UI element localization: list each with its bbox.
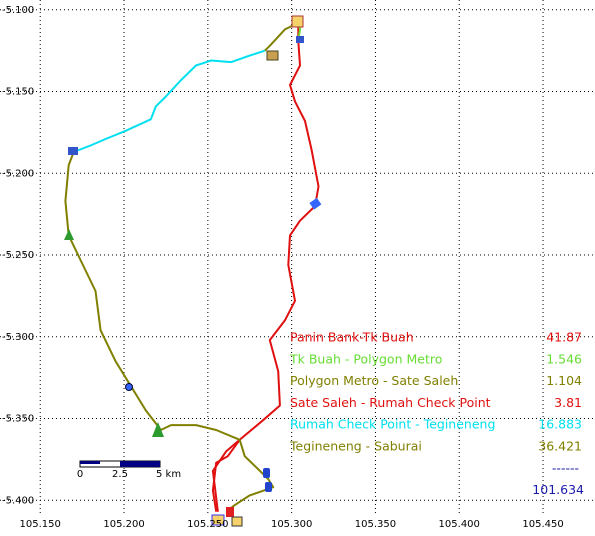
track [211,22,320,512]
legend-total: 101.634 [532,482,584,497]
poi-icon [263,468,270,478]
legend-distance: 1.104 [546,373,582,388]
poi-icons [64,15,322,527]
legend-distance: 3.81 [554,395,582,410]
legend-label: Tk Buah - Polygon Metro [289,351,442,366]
track [73,49,266,153]
legend-label: Panin Bank-Tk Buah [290,330,414,345]
legend-distance: 16.883 [538,417,582,432]
y-tick-label: -5.300 [2,332,34,343]
poi-icon [226,507,234,517]
legend-label: Rumah Check Point - Tegineneng [290,417,495,432]
legend-label: Polygon Metro - Sate Saleh [290,373,458,388]
scale-label: 2.5 [112,469,128,480]
poi-icon [211,514,225,526]
x-tick-label: 105.150 [20,519,61,530]
y-tick-label: -5.400 [2,495,34,506]
legend-distance: 41.87 [546,330,582,345]
legend: Panin Bank-Tk Buah 41.87 Tk Buah - Polygon… [289,330,584,498]
poi-icon [125,383,133,391]
scale-label: 0 [77,469,83,480]
legend-label: Sate Saleh - Rumah Check Point [290,395,491,410]
y-tick-label: -5.350 [2,414,34,425]
legend-total-rule: ------ [552,460,579,475]
axes: 105.150 105.200 105.250 105.300 105.350 105.4… [2,5,564,530]
x-tick-label: 105.400 [439,519,480,530]
scale-bar-fill [80,461,100,464]
scale-bar-fill [120,461,160,467]
poi-icon [266,50,279,61]
x-tick-label: 105.350 [355,519,396,530]
scale-bar: 0 2.5 5 km [77,460,181,480]
y-tick-label: -5.250 [2,250,34,261]
x-tick-label: 105.300 [271,519,312,530]
poi-icon [291,15,304,28]
legend-distance: 36.421 [538,439,582,454]
poi-icon [152,422,164,437]
legend-distance: 1.546 [546,351,582,366]
poi-icon [309,197,322,210]
y-tick-label: -5.200 [2,168,34,179]
x-tick-label: 105.450 [522,519,563,530]
poi-icon [64,229,74,240]
y-tick-label: -5.150 [2,87,34,98]
x-tick-label: 105.200 [103,519,144,530]
poi-icon [296,36,304,43]
poi-icon [265,482,272,492]
y-tick-label: -5.100 [2,5,34,16]
poi-icon [231,516,243,527]
x-tick-label: 105.250 [187,519,228,530]
scale-label: 5 km [156,469,181,480]
poi-icon [68,147,78,155]
track [211,439,241,512]
legend-label: Tegineneng - Saburai [289,439,422,454]
